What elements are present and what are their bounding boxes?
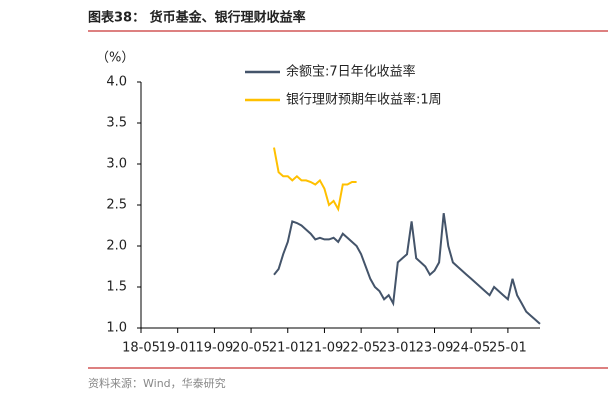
y-tick-label: 3.5 — [106, 116, 127, 131]
x-tick-label: 20-05 — [232, 341, 270, 356]
y-tick-label: 4.0 — [106, 75, 127, 90]
x-tick-label: 25-01 — [489, 341, 527, 356]
x-tick-label: 19-01 — [159, 341, 197, 356]
y-tick-label: 3.0 — [106, 157, 127, 172]
legend-label: 余额宝:7日年化收益率 — [286, 64, 416, 80]
y-axis-label: （%） — [96, 51, 134, 66]
x-tick-label: 21-01 — [269, 341, 307, 356]
x-tick-label: 22-05 — [342, 341, 380, 356]
y-tick-label: 1.0 — [106, 321, 127, 336]
x-tick-label: 21-09 — [306, 341, 344, 356]
source: 资料来源：Wind，华泰研究 — [88, 376, 226, 390]
x-tick-label: 19-09 — [195, 341, 233, 356]
chart-title: 图表38： 货币基金、银行理财收益率 — [88, 10, 306, 26]
y-tick-label: 2.5 — [106, 198, 127, 213]
series-line — [273, 213, 541, 325]
x-tick-label: 23-09 — [416, 341, 454, 356]
legend-label: 银行理财预期年收益率:1周 — [286, 92, 442, 108]
series-line — [273, 147, 357, 212]
x-tick-label: 18-05 — [122, 341, 160, 356]
x-tick-label: 24-05 — [452, 341, 490, 356]
x-tick-label: 23-01 — [379, 341, 417, 356]
y-tick-label: 2.0 — [106, 239, 127, 254]
y-tick-label: 1.5 — [106, 280, 127, 295]
